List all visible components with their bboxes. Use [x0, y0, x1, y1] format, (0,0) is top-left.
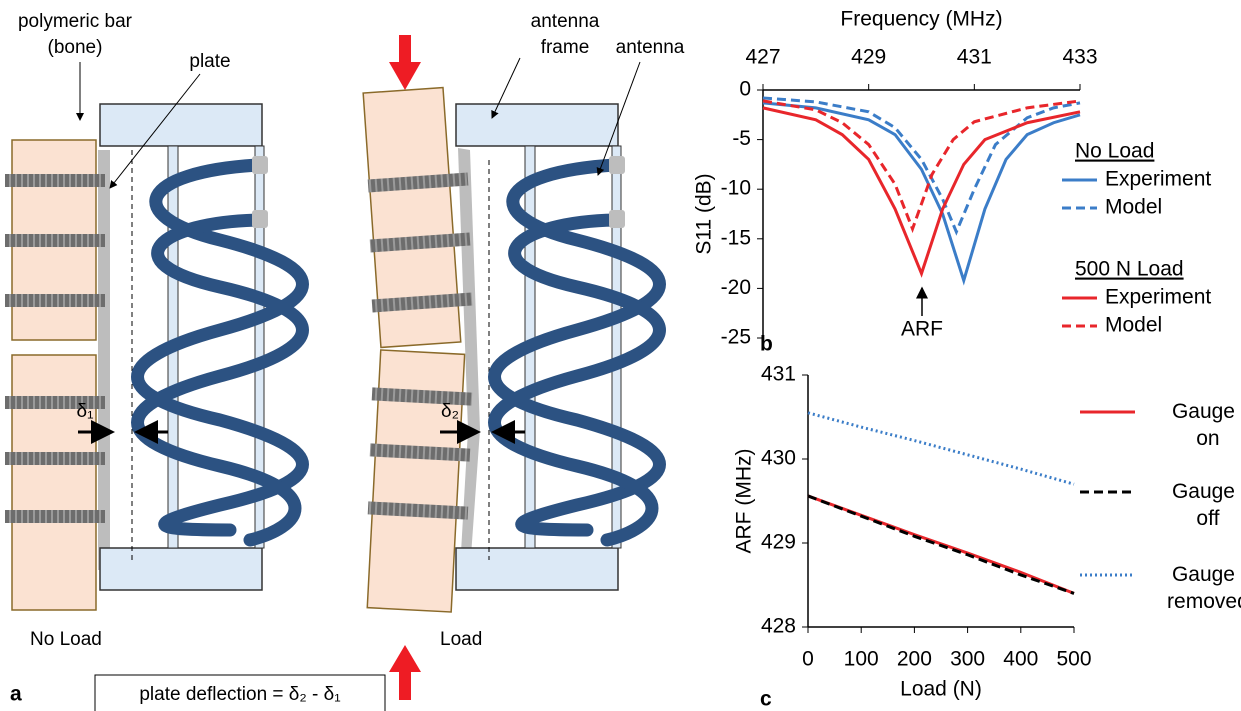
label: antenna: [616, 37, 685, 58]
series-line: [762, 96, 1081, 236]
bone-block: [362, 86, 462, 349]
label: δ₁: [77, 401, 94, 422]
y-tick-label: 428: [761, 615, 796, 638]
x-tick-label: 300: [950, 648, 985, 671]
no-load-assembly: [5, 103, 309, 611]
panel-label: c: [760, 688, 772, 711]
x-tick-label: 0: [802, 648, 814, 671]
diagram: polymeric bar (bone) plate antenna frame…: [5, 11, 685, 711]
y-tick-label: -10: [721, 177, 751, 200]
label: polymeric bar: [18, 11, 133, 32]
equation-box: [94, 674, 386, 711]
x-axis-label: Frequency (MHz): [840, 8, 1002, 31]
legend-group: No Load: [1075, 140, 1154, 163]
x-tick-label: 433: [1062, 46, 1097, 69]
x-tick-label: 427: [745, 46, 780, 69]
antenna-coil: [488, 158, 666, 547]
bone-block: [11, 354, 97, 611]
pointer: [109, 73, 201, 189]
x-axis-label: Load (N): [900, 678, 982, 701]
plate: [98, 150, 110, 570]
label: No Load: [30, 629, 102, 650]
bone-block: [366, 349, 466, 613]
frame: [99, 103, 263, 147]
legend-label: Experiment: [1105, 168, 1211, 191]
label: plate: [189, 51, 230, 72]
legend-label: Gauge off: [1172, 480, 1235, 530]
x-tick-label: 400: [1003, 648, 1038, 671]
load-arrow: [389, 645, 421, 700]
legend-label: Gauge removed: [1161, 563, 1241, 613]
load-arrow: [389, 35, 421, 90]
y-tick-label: -20: [721, 276, 751, 299]
y-tick-label: -25: [721, 326, 751, 349]
series-line: [762, 99, 1081, 234]
x-tick-label: 500: [1056, 648, 1091, 671]
y-tick-label: 431: [761, 363, 796, 386]
y-tick-label: 0: [739, 78, 751, 101]
panel-label: b: [760, 333, 773, 356]
frame: [99, 547, 263, 591]
frame: [455, 547, 619, 591]
series-line: [762, 106, 1081, 278]
legend-label: Model: [1105, 314, 1162, 337]
series-line: [807, 411, 1075, 486]
legend-label: Gauge on: [1172, 400, 1235, 450]
panel-label: a: [10, 683, 22, 706]
x-tick-label: 431: [957, 46, 992, 69]
frame: [455, 103, 619, 147]
rod: [611, 145, 622, 549]
label: δ₂: [441, 401, 459, 422]
legend-label: Experiment: [1105, 286, 1211, 309]
y-axis-label: S11 (dB): [693, 173, 716, 254]
y-tick-label: -15: [721, 226, 751, 249]
legend-group: 500 N Load: [1075, 258, 1184, 281]
load-assembly: [362, 35, 666, 700]
legend-label: Model: [1105, 196, 1162, 219]
screws: [367, 172, 473, 520]
label: antenna: [531, 11, 600, 32]
series-line: [807, 494, 1075, 595]
label: frame: [541, 37, 590, 58]
antenna-coil: [131, 158, 309, 547]
label: Load: [440, 629, 482, 650]
y-tick-label: 429: [761, 531, 796, 554]
label: (bone): [48, 37, 103, 58]
plate: [458, 148, 480, 570]
equation: plate deflection = δ₂ - δ₁: [139, 684, 340, 705]
screws: [5, 174, 105, 523]
y-tick-label: -5: [732, 127, 751, 150]
y-axis-label: ARF (MHz): [733, 449, 756, 554]
x-tick-label: 200: [897, 648, 932, 671]
pointer: [491, 57, 521, 119]
pointer: [596, 61, 641, 176]
series-line: [762, 101, 1081, 286]
rod: [254, 145, 265, 549]
y-tick-label: 430: [761, 447, 796, 470]
x-tick-label: 100: [844, 648, 879, 671]
x-tick-label: 429: [851, 46, 886, 69]
annotation: ARF: [901, 318, 943, 341]
